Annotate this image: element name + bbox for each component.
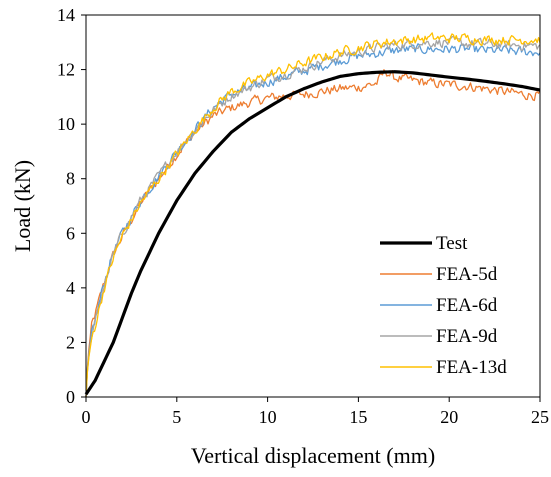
x-axis-title: Vertical displacement (mm) <box>191 443 435 468</box>
legend: Test FEA-5d FEA-6d FEA-9d FEA-13d <box>380 233 507 378</box>
legend-item-fea-5d: FEA-5d <box>380 264 498 285</box>
x-tick-label: 25 <box>531 407 549 427</box>
axis-ticks: 0 5 10 15 20 25 0 2 4 6 8 10 12 14 <box>57 5 549 427</box>
y-axis-title: Load (kN) <box>10 160 35 252</box>
y-tick-label: 6 <box>66 223 75 243</box>
x-tick-label: 10 <box>259 407 277 427</box>
x-tick-label: 0 <box>82 407 91 427</box>
legend-label: FEA-13d <box>436 357 507 378</box>
legend-item-fea-13d: FEA-13d <box>380 357 507 378</box>
y-tick-label: 0 <box>66 387 75 407</box>
y-tick-label: 14 <box>57 5 75 25</box>
y-tick-label: 8 <box>66 169 75 189</box>
legend-label: FEA-9d <box>436 326 498 347</box>
legend-item-fea-6d: FEA-6d <box>380 295 498 316</box>
legend-label: Test <box>436 233 468 254</box>
legend-item-fea-9d: FEA-9d <box>380 326 498 347</box>
series-line-test <box>84 70 541 396</box>
y-tick-label: 4 <box>66 278 75 298</box>
legend-label: FEA-5d <box>436 264 498 285</box>
x-tick-label: 15 <box>349 407 367 427</box>
legend-label: FEA-6d <box>436 295 498 316</box>
series-line-fea-13d <box>85 32 541 398</box>
plot-curves <box>84 32 541 398</box>
series-line-fea-9d <box>85 35 541 398</box>
y-tick-label: 12 <box>57 60 75 80</box>
x-tick-label: 20 <box>440 407 458 427</box>
plot-frame <box>85 14 541 398</box>
series-line-fea-5d <box>85 69 541 398</box>
y-tick-label: 10 <box>57 114 75 134</box>
x-tick-label: 5 <box>172 407 181 427</box>
y-tick-label: 2 <box>66 332 75 352</box>
legend-item-test: Test <box>380 233 468 254</box>
